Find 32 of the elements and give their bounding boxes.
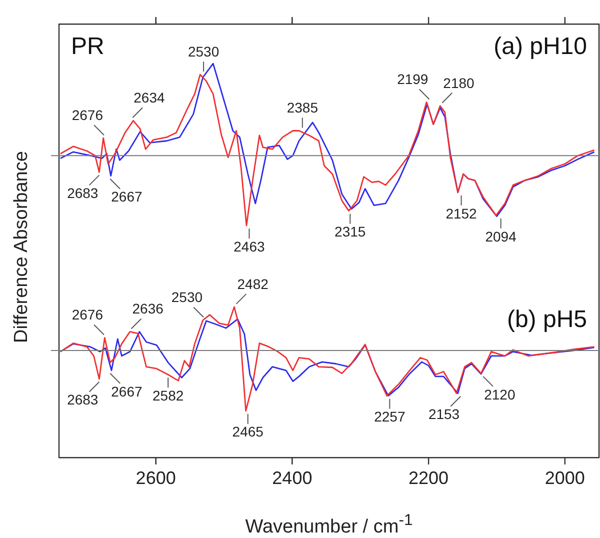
annotation: 2636 [132,300,164,317]
y-axis-title: Difference Absorbance [11,151,33,343]
x-tick-label: 2000 [544,468,585,488]
annotation: 2676 [72,306,104,323]
annotation: 2463 [234,238,266,254]
annotation: 2667 [111,188,142,205]
chart-title: (b) pH5 [506,306,587,333]
annotation: 2676 [72,106,104,123]
annotation: 2582 [152,387,184,404]
annotation: 2530 [188,43,220,60]
annotation: 2152 [446,205,478,222]
x-tick-label: 2400 [272,468,312,488]
x-tick-label: 2600 [136,468,176,488]
annotation: 2257 [374,408,406,425]
annotation: 2153 [428,406,460,422]
annotation: 2199 [397,71,428,88]
annotation: 2683 [67,392,98,408]
annotation: 2530 [171,289,203,306]
annotation: 2180 [443,74,475,91]
annotation: 2120 [484,386,516,402]
annotation: 2667 [111,383,142,400]
annotation: 2315 [334,224,366,240]
x-tick-label: 2200 [408,468,449,488]
annotation: 2482 [237,276,269,292]
x-axis-title: Wavenumber / cm$^{-1}$ [245,512,413,538]
annotation: 2683 [67,185,98,202]
chart-title: (a) pH10 [494,33,587,60]
annotation: 2094 [485,228,517,244]
annotation: 2465 [232,424,264,440]
text: PR [71,33,104,60]
annotation: 2634 [134,89,165,106]
annotation: 2385 [286,100,318,116]
